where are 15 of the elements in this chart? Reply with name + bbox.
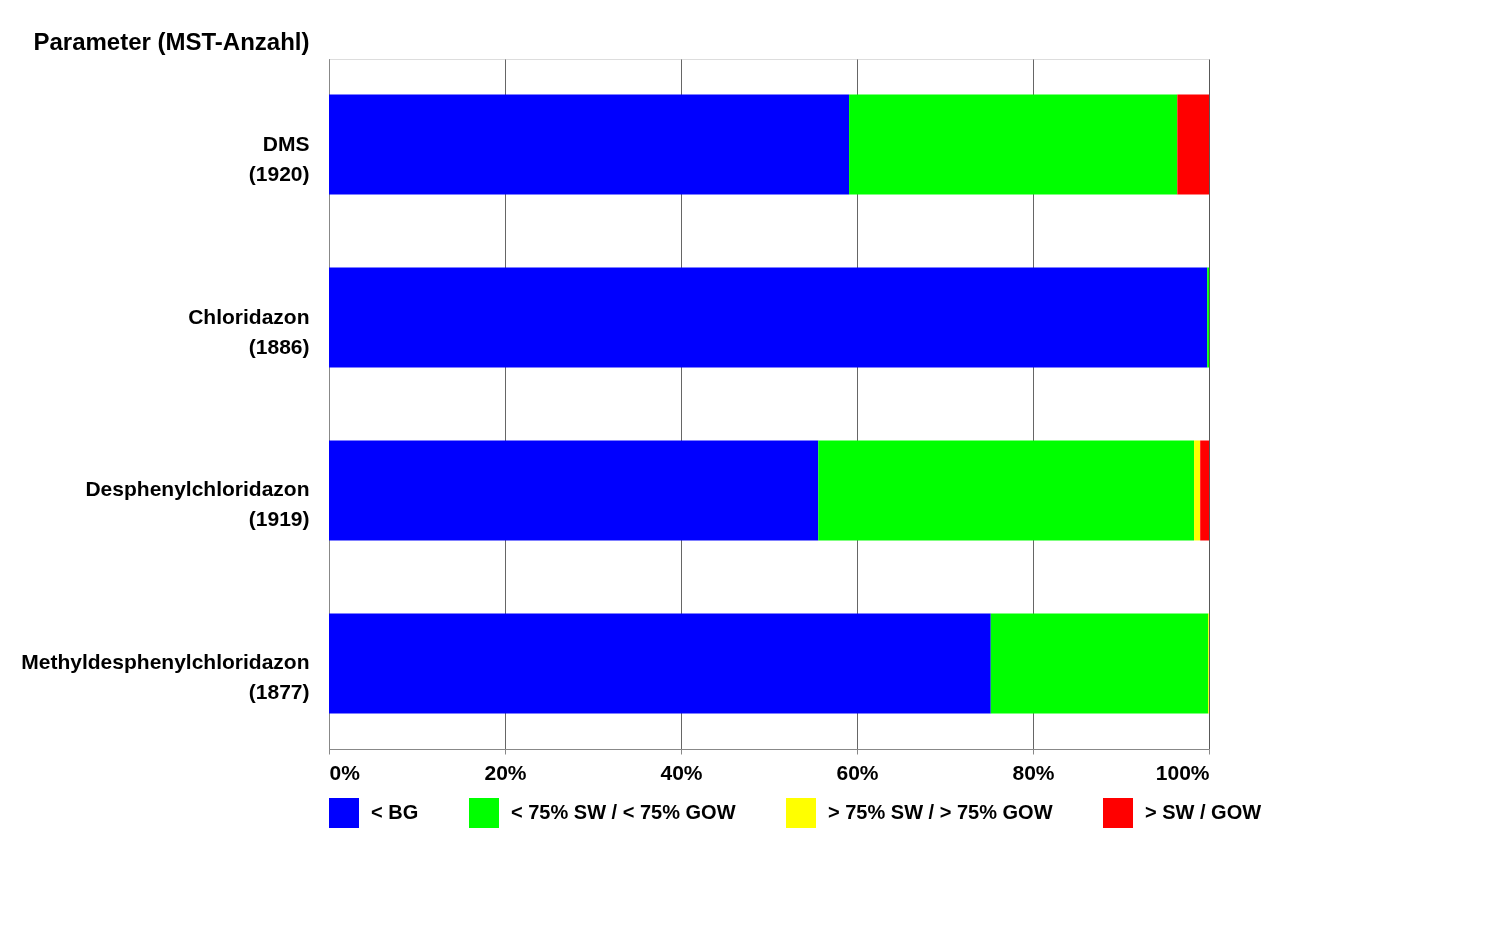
x-tick-label: 100% <box>1155 760 1210 784</box>
x-tick-label: 40% <box>660 760 703 784</box>
y-tick-label: DMS (1920) <box>248 131 310 185</box>
legend-label: < BG <box>371 801 419 823</box>
y-axis-title: Parameter (MST-Anzahl) <box>33 27 310 55</box>
x-tick-label: 0% <box>329 760 361 784</box>
legend-label: > 75% SW / > 75% GOW <box>828 801 1053 823</box>
x-tick-label: 20% <box>484 760 527 784</box>
y-tick-label: Methyldesphenylchloridazon (1877) <box>21 650 310 704</box>
x-tick-label: 80% <box>1012 760 1055 784</box>
y-tick-label: Chloridazon (1886) <box>188 304 310 358</box>
x-tick-label: 60% <box>836 760 879 784</box>
legend-label: < 75% SW / < 75% GOW <box>511 801 736 823</box>
legend-label: > SW / GOW <box>1145 801 1262 823</box>
y-tick-label: Desphenylchloridazon (1919) <box>85 477 310 531</box>
